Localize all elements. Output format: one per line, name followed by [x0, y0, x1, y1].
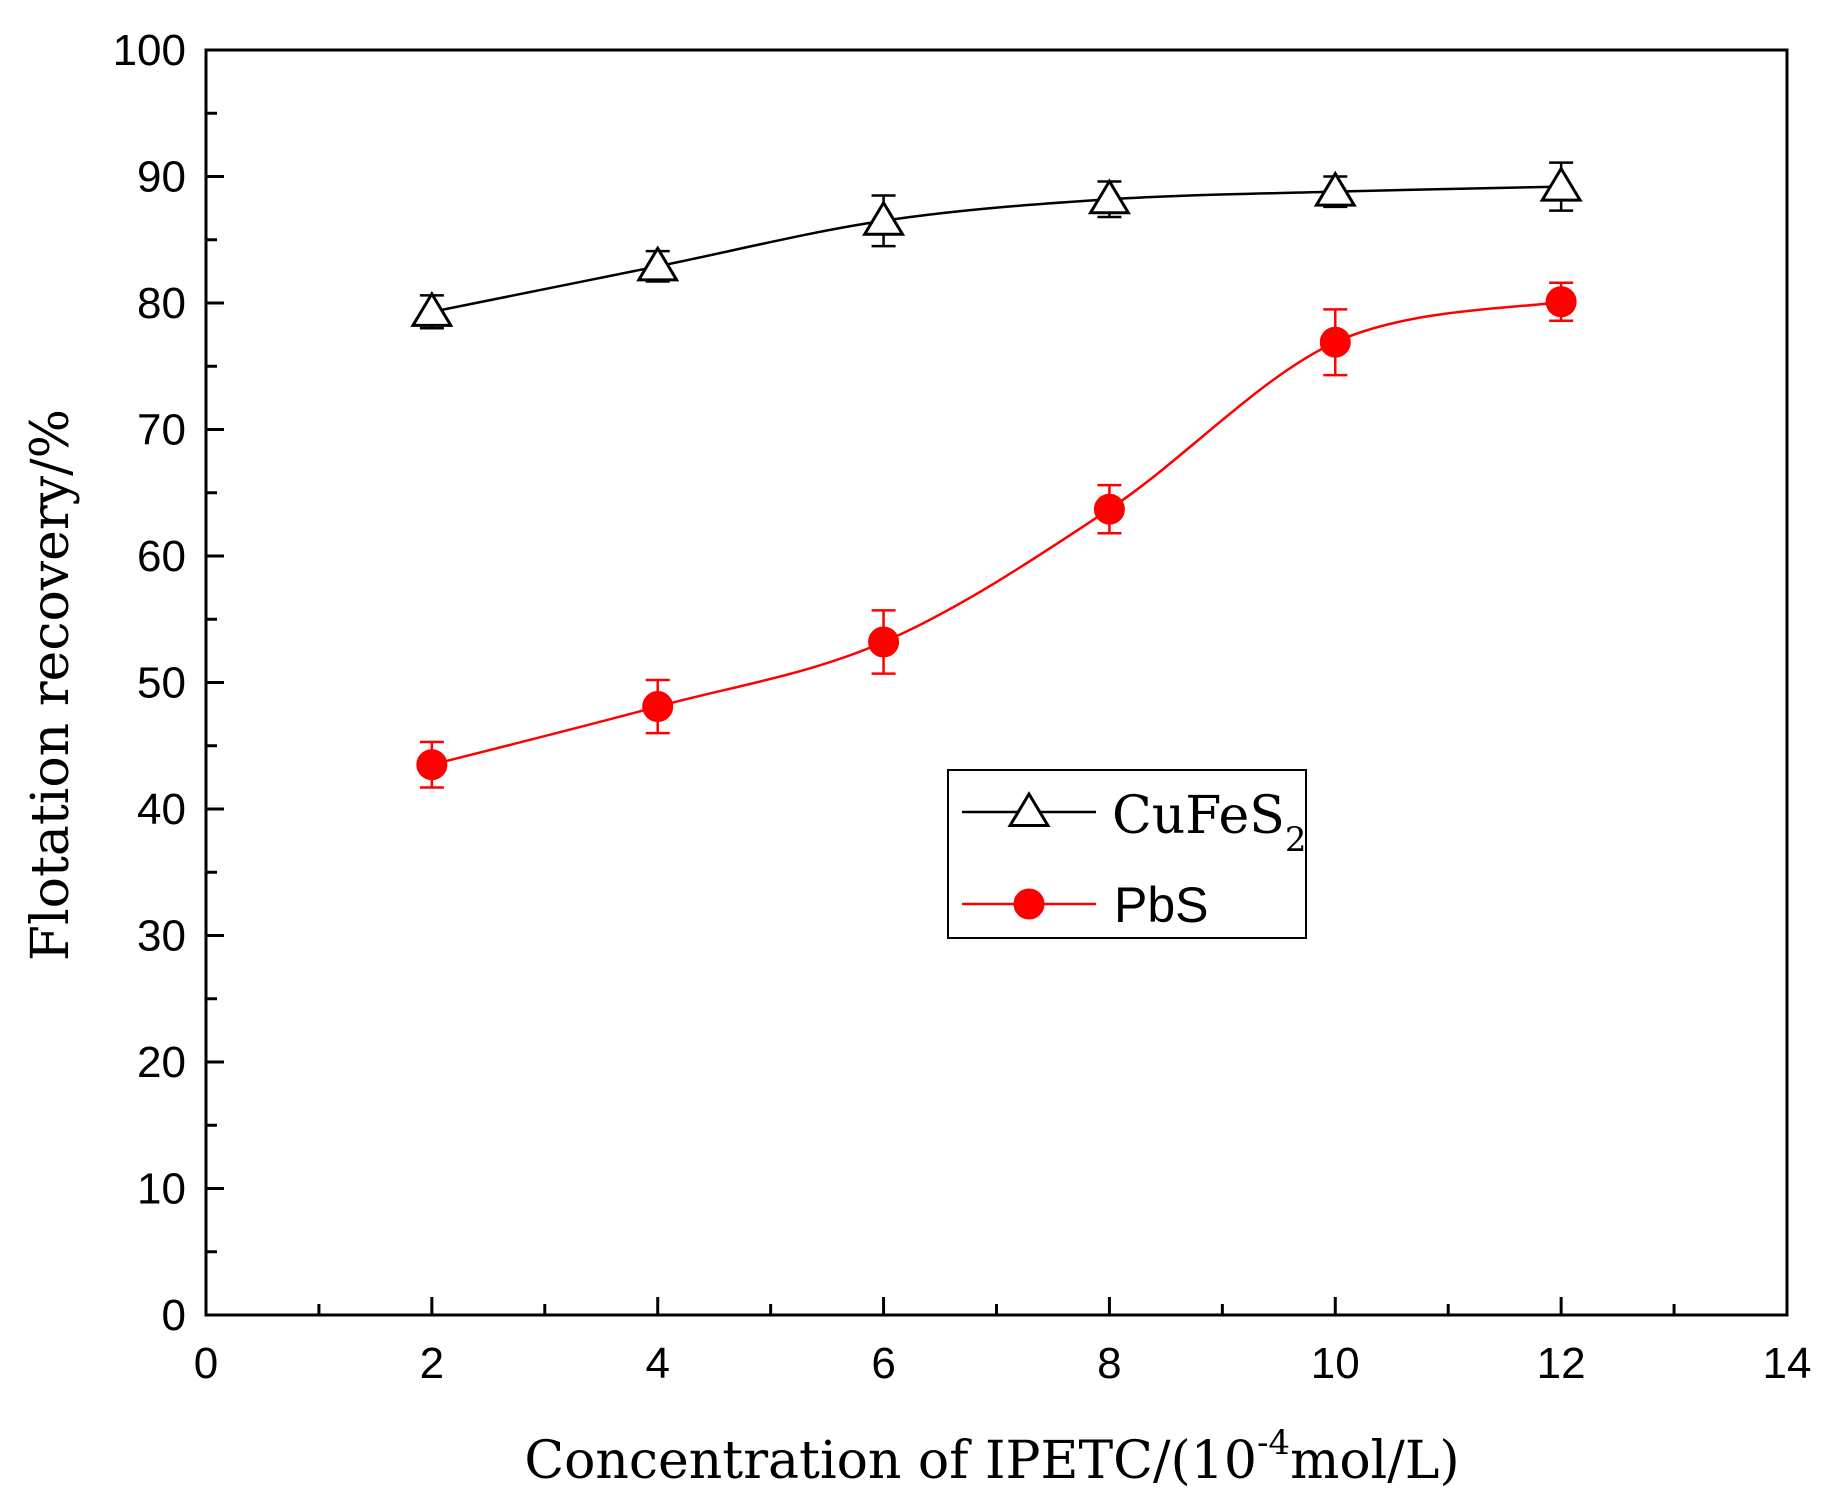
- data-point: [416, 749, 448, 781]
- x-tick-label: 14: [1763, 1339, 1812, 1388]
- y-axis-title: Flotation recovery/%: [21, 409, 81, 961]
- data-point: [1313, 170, 1357, 207]
- x-axis-title-superscript: -4: [1257, 1423, 1290, 1463]
- y-tick-label: 90: [137, 153, 186, 202]
- y-tick-label: 50: [137, 659, 186, 708]
- plot-area-border: [204, 48, 1789, 1317]
- legend-box: [947, 769, 1307, 939]
- data-point: [1539, 165, 1583, 202]
- y-tick-label: 100: [113, 26, 186, 75]
- x-tick-label: 0: [194, 1339, 218, 1388]
- legend-label-cufes2-main: CuFeS: [1112, 786, 1285, 846]
- data-point: [868, 626, 900, 658]
- series-line: [431, 185, 1562, 314]
- y-tick-label: 80: [137, 279, 186, 328]
- axis-ticks: [204, 48, 1789, 1317]
- x-axis-title-main: Concentration of IPETC/(10: [524, 1431, 1257, 1491]
- legend-label-cufes2: CuFeS2: [1112, 786, 1307, 860]
- y-tick-label: 20: [137, 1038, 186, 1087]
- legend: CuFeS2 PbS: [947, 769, 1307, 939]
- legend-item-pbs: [962, 888, 1096, 920]
- data-point: [642, 691, 674, 723]
- data-point: [1087, 178, 1131, 215]
- x-tick-label: 2: [420, 1339, 444, 1388]
- x-axis-title: Concentration of IPETC/(10-4mol/L): [524, 1423, 1459, 1491]
- x-tick-label: 10: [1311, 1339, 1360, 1388]
- x-axis-title-suffix: mol/L): [1290, 1431, 1460, 1491]
- plot-frame: [204, 48, 1789, 1317]
- y-tick-label: 0: [162, 1291, 186, 1340]
- y-tick-label: 60: [137, 532, 186, 581]
- x-tick-label: 8: [1097, 1339, 1121, 1388]
- data-point: [862, 199, 906, 236]
- legend-marker: [1007, 791, 1051, 827]
- x-tick-label: 6: [871, 1339, 895, 1388]
- legend-label-cufes2-subscript: 2: [1285, 820, 1307, 860]
- data-point: [1319, 326, 1351, 358]
- legend-label-pbs: PbS: [1114, 877, 1209, 933]
- legend-marker: [1013, 888, 1045, 920]
- x-tick-label: 12: [1537, 1339, 1586, 1388]
- y-tick-label: 70: [137, 406, 186, 455]
- series-line: [431, 300, 1562, 766]
- data-point: [410, 290, 454, 327]
- data-point: [1093, 493, 1125, 525]
- data-series: [410, 161, 1583, 789]
- series-cufes: [410, 161, 1583, 330]
- legend-items: [962, 791, 1096, 920]
- data-point: [636, 245, 680, 282]
- data-point: [1545, 286, 1577, 318]
- legend-item-cufes: [962, 791, 1096, 827]
- y-tick-label: 30: [137, 912, 186, 961]
- y-tick-label: 10: [137, 1165, 186, 1214]
- axis-tick-labels: 0 2 4 6 8 10 12 14 0 10 20 30 40 50 60 70 80 90 100: [113, 26, 1812, 1388]
- series-pbs: [416, 281, 1577, 789]
- x-tick-label: 4: [645, 1339, 669, 1388]
- y-tick-label: 40: [137, 785, 186, 834]
